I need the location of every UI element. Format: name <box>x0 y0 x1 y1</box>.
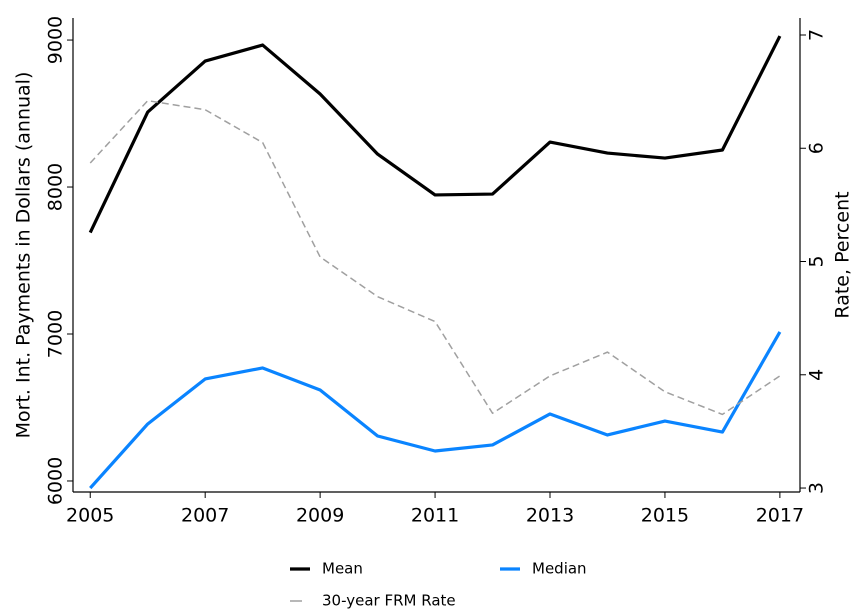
y2-tick-label: 6 <box>806 142 828 154</box>
y-tick-label: 6000 <box>45 457 67 505</box>
legend-label: Mean <box>322 560 363 578</box>
x-tick-label: 2011 <box>411 505 459 527</box>
y2-tick-label: 7 <box>806 29 828 41</box>
y-tick-label: 9000 <box>45 16 67 64</box>
series-line <box>89 99 781 416</box>
y-tick-label: 7000 <box>45 310 67 358</box>
y2-tick-label: 3 <box>806 482 828 494</box>
y-axis-label: Mort. Int. Payments in Dollars (annual) <box>13 72 35 439</box>
x-tick-label: 2013 <box>526 505 574 527</box>
x-tick-label: 2015 <box>641 505 689 527</box>
y2-tick-label: 4 <box>806 369 828 381</box>
series-line <box>88 35 782 234</box>
y2-tick-label: 5 <box>806 255 828 267</box>
y-tick-label: 8000 <box>45 163 67 211</box>
x-tick-label: 2007 <box>181 505 229 527</box>
legend-label: Median <box>532 560 587 578</box>
x-tick-label: 2017 <box>756 505 804 527</box>
legend-label: 30-year FRM Rate <box>322 592 456 610</box>
series-line <box>89 331 782 490</box>
x-tick-label: 2005 <box>66 505 114 527</box>
y2-axis-label: Rate, Percent <box>832 191 854 318</box>
x-tick-label: 2009 <box>296 505 344 527</box>
